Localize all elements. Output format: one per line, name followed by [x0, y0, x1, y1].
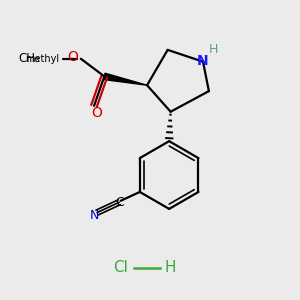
Polygon shape — [104, 73, 147, 85]
Text: H: H — [165, 260, 176, 275]
Text: C: C — [115, 196, 124, 209]
Text: H: H — [208, 43, 218, 56]
Text: CH₃: CH₃ — [19, 52, 40, 64]
Text: methyl: methyl — [26, 54, 60, 64]
Text: Cl: Cl — [113, 260, 128, 275]
Text: O: O — [92, 106, 102, 120]
Text: N: N — [90, 209, 100, 222]
Text: O: O — [67, 50, 78, 64]
Text: N: N — [197, 54, 209, 68]
